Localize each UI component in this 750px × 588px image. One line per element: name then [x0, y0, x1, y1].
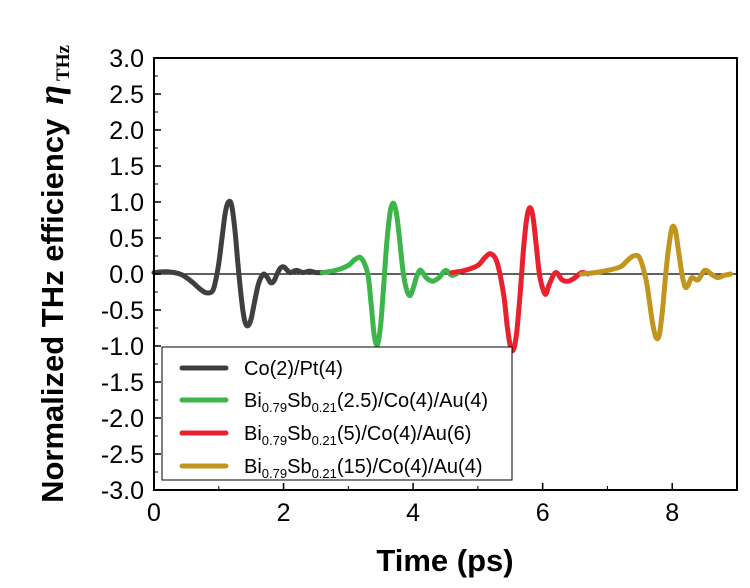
- series-line-1: [151, 198, 325, 329]
- x-tick-label: 8: [665, 499, 679, 527]
- y-tick-label: 3.0: [109, 45, 144, 73]
- legend-label-3: Bi0.79Sb0.21(5)/Co(4)/Au(6): [244, 423, 471, 448]
- legend: Co(2)/Pt(4) Bi0.79Sb0.21(2.5)/Co(4)/Au(4)…: [161, 346, 513, 481]
- y-axis-eta-symbol: η: [31, 85, 71, 105]
- y-axis: 3.0 2.5 2.0 1.5 1.0 0.5 0.0 -0.5 -1.0 -1.5 -2.0 -2.…: [101, 45, 161, 505]
- legend-label-1: Co(2)/Pt(4): [244, 358, 343, 380]
- y-tick-label: 1.0: [109, 189, 144, 217]
- x-axis: 0 2 4 6 8: [147, 483, 679, 527]
- x-tick-label: 4: [406, 499, 420, 527]
- series-line-2: [319, 200, 461, 348]
- x-tick-label: 2: [277, 499, 291, 527]
- x-axis-title: Time (ps): [376, 543, 513, 578]
- x-tick-label: 0: [147, 499, 161, 527]
- series-line-4: [579, 223, 733, 342]
- y-axis-title: Normalized THz efficiency η THz: [31, 45, 74, 503]
- y-tick-label: -1.5: [101, 369, 144, 397]
- legend-label-2: Bi0.79Sb0.21(2.5)/Co(4)/Au(4): [244, 390, 488, 415]
- y-tick-label: 0.5: [109, 225, 144, 253]
- y-tick-label: -0.5: [101, 297, 144, 325]
- y-tick-label: -1.0: [101, 333, 144, 361]
- y-tick-label: -2.0: [101, 405, 144, 433]
- series-layer: [151, 198, 733, 354]
- y-axis-title-text: Normalized THz efficiency: [35, 118, 70, 503]
- y-tick-label: -2.5: [101, 441, 144, 469]
- series-line-3: [449, 205, 591, 354]
- y-axis-eta-subscript: THz: [53, 45, 74, 81]
- svg-text:Normalized THz efficiency: Normalized THz efficiency η THz: [31, 45, 74, 503]
- y-tick-label: 2.5: [109, 81, 144, 109]
- x-tick-label: 6: [536, 499, 550, 527]
- y-tick-label: 0.0: [109, 261, 144, 289]
- legend-label-4: Bi0.79Sb0.21(15)/Co(4)/Au(4): [244, 456, 483, 481]
- y-tick-label: -3.0: [101, 477, 144, 505]
- y-tick-label: 2.0: [109, 117, 144, 145]
- y-tick-label: 1.5: [109, 153, 144, 181]
